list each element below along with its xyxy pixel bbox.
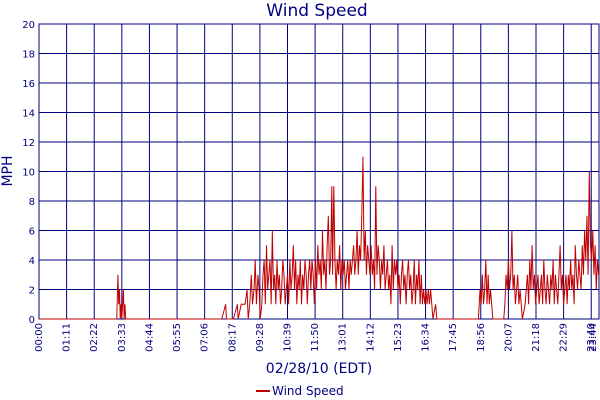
x-tick-label: 17:45 [448, 323, 459, 352]
x-tick-label: 13:01 [338, 323, 349, 352]
y-tick-label: 6 [29, 227, 35, 238]
x-tick-label: 18:56 [476, 323, 487, 352]
x-tick-label: 05:55 [172, 323, 183, 352]
y-tick-label: 8 [29, 197, 35, 208]
x-tick-label: 23:44 [588, 323, 599, 352]
x-tick-label: 20:07 [503, 323, 514, 352]
x-tick-label: 08:17 [227, 323, 238, 352]
x-tick-label: 10:39 [283, 323, 294, 352]
x-tick-label: 23:40 [586, 323, 597, 352]
x-tick-label: 02:22 [89, 323, 100, 352]
chart-title: Wind Speed [266, 1, 367, 21]
x-tick-label: 15:23 [393, 323, 404, 352]
y-axis-tick-labels: 0 2 4 6 8 10 12 14 16 18 20 [22, 20, 35, 326]
y-tick-label: 0 [29, 315, 35, 326]
x-tick-label: 04:44 [144, 323, 155, 352]
x-axis-tick-labels: 00:00 01:11 02:22 03:33 04:44 05:55 07:06 08:17… [34, 323, 599, 352]
x-tick-label: 03:33 [117, 323, 128, 352]
x-axis-title: 02/28/10 (EDT) [266, 361, 372, 377]
x-tick-label: 01:11 [62, 323, 73, 352]
legend: Wind Speed [256, 384, 344, 398]
y-tick-label: 12 [22, 138, 35, 149]
x-tick-label: 21:18 [531, 323, 542, 352]
x-tick-label: 09:28 [255, 323, 266, 352]
y-tick-label: 16 [22, 79, 35, 90]
y-axis-title: MPH [0, 155, 16, 186]
y-tick-label: 2 [29, 286, 35, 297]
x-tick-label: 16:34 [421, 323, 432, 352]
x-tick-label: 07:06 [200, 323, 211, 352]
y-tick-label: 14 [22, 109, 35, 120]
y-tick-label: 20 [22, 20, 35, 31]
x-tick-label: 00:00 [34, 323, 45, 352]
y-tick-label: 10 [22, 168, 35, 179]
y-tick-label: 4 [29, 256, 35, 267]
x-tick-label: 11:50 [310, 323, 321, 352]
legend-label: Wind Speed [272, 384, 344, 398]
series-wind-speed [39, 156, 600, 320]
series-line-wind-speed [39, 156, 600, 320]
x-tick-label: 14:12 [365, 323, 376, 352]
horizontal-gridlines [39, 53, 599, 290]
y-tick-label: 18 [22, 50, 35, 61]
x-tick-label: 22:29 [559, 323, 570, 352]
